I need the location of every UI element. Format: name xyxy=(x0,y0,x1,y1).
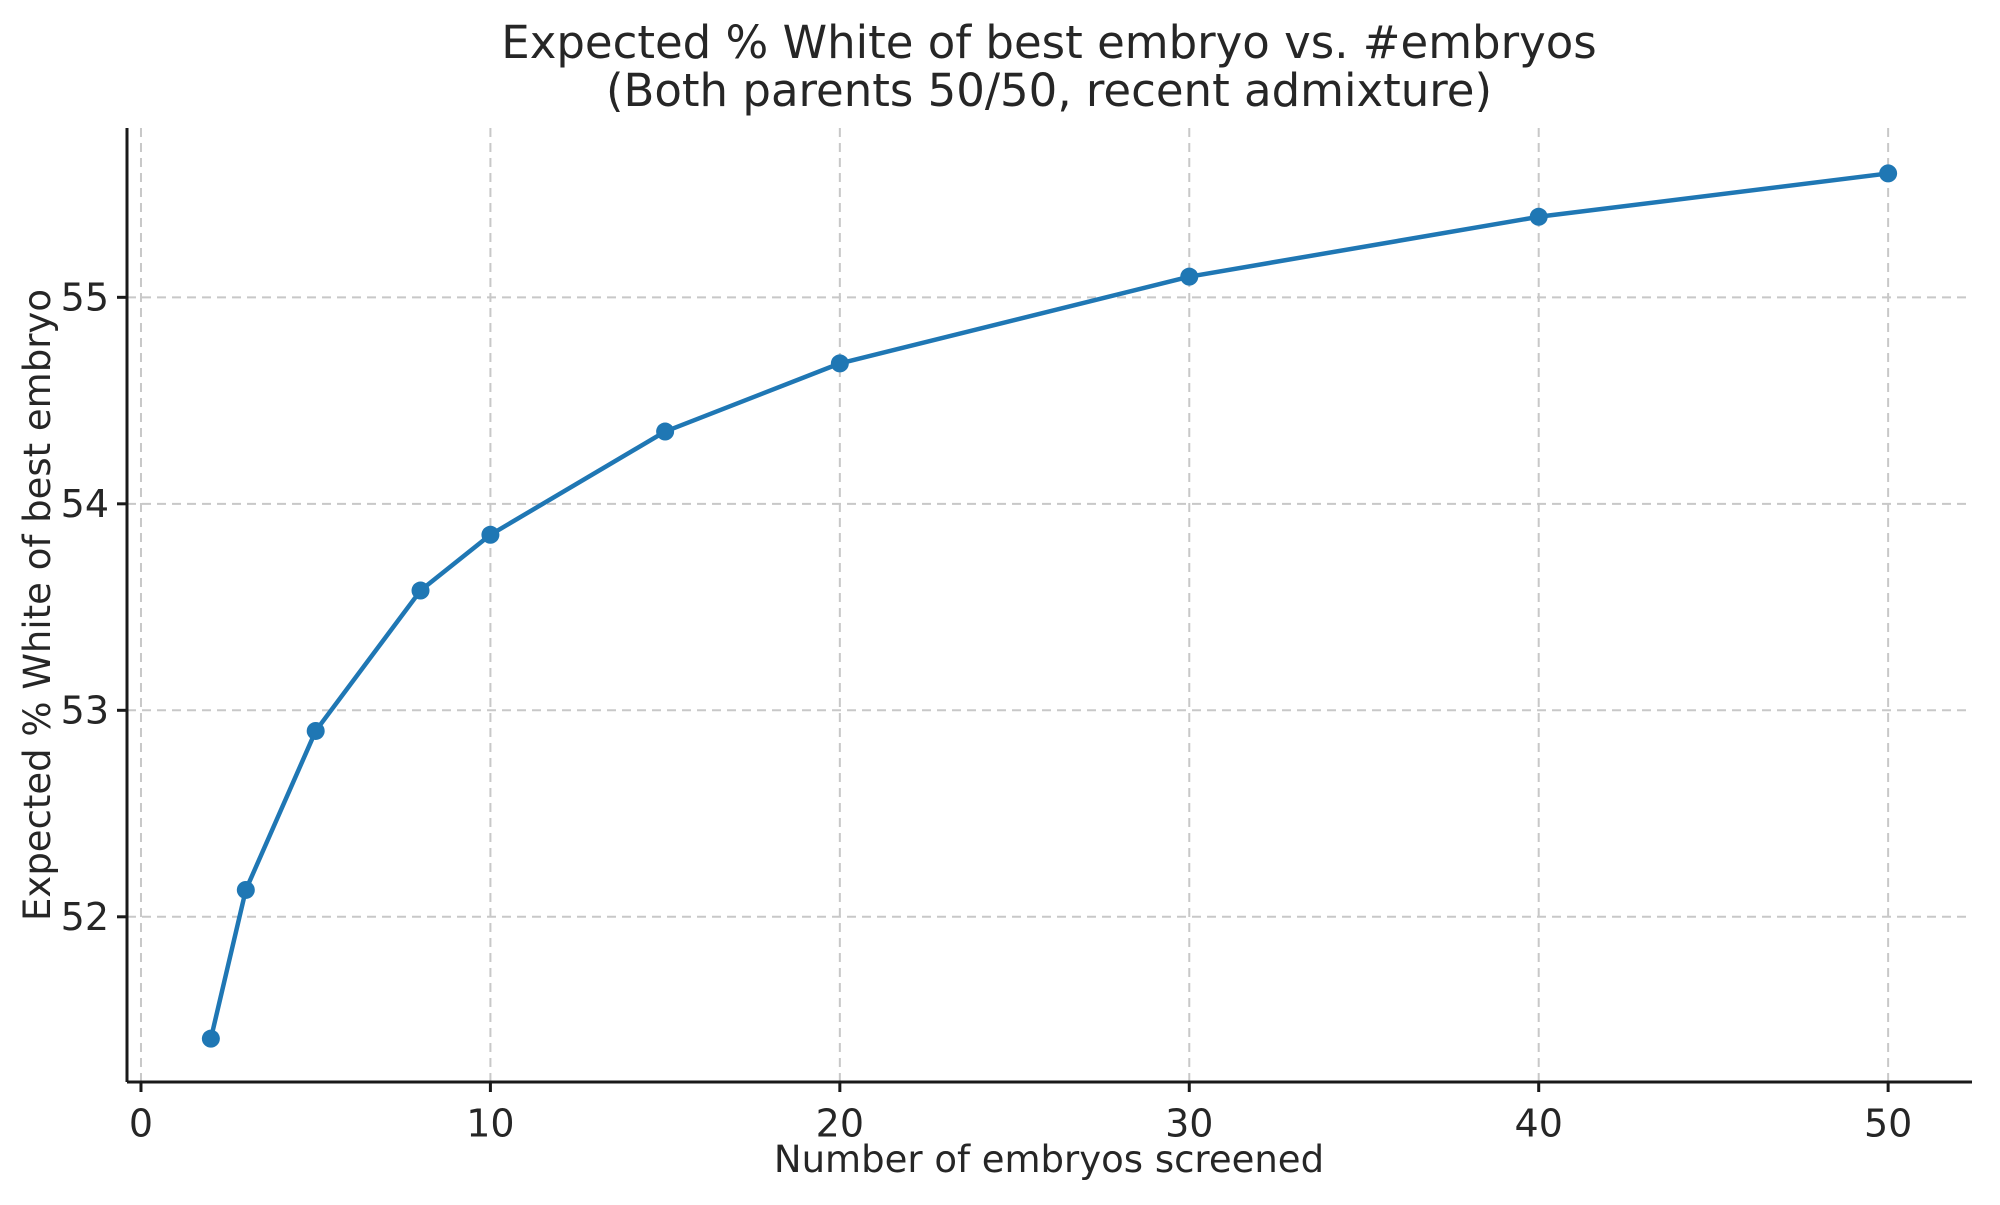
gridlines xyxy=(127,128,1972,1082)
axes-spines xyxy=(125,128,1972,1084)
chart-subtitle: (Both parents 50/50, recent admixture) xyxy=(606,64,1492,117)
x-tick-labels: 0 10 20 30 40 50 xyxy=(129,1101,1912,1145)
data-point xyxy=(1529,207,1548,226)
data-series xyxy=(201,164,1898,1048)
data-point xyxy=(481,525,500,544)
x-tick-label: 50 xyxy=(1864,1101,1912,1145)
data-point xyxy=(656,422,675,441)
data-point xyxy=(830,354,849,373)
data-point xyxy=(1879,164,1898,183)
y-tick-label: 55 xyxy=(61,276,109,320)
x-tick-label: 0 xyxy=(129,1101,153,1145)
y-tick-label: 53 xyxy=(61,689,109,733)
axis-ticks xyxy=(117,295,1890,1092)
x-tick-label: 30 xyxy=(1165,1101,1213,1145)
y-axis-label: Expected % White of best embryo xyxy=(16,289,59,921)
y-tick-labels: 52 53 54 55 xyxy=(61,276,109,939)
x-tick-label: 20 xyxy=(816,1101,864,1145)
data-point xyxy=(411,581,430,600)
x-tick-label: 10 xyxy=(466,1101,514,1145)
x-axis-label: Number of embryos screened xyxy=(774,1138,1324,1181)
y-tick-label: 54 xyxy=(61,482,109,526)
chart-title: Expected % White of best embryo vs. #emb… xyxy=(501,16,1596,69)
x-tick-label: 40 xyxy=(1515,1101,1563,1145)
data-point xyxy=(1180,267,1199,286)
data-point xyxy=(236,880,255,899)
y-tick-label: 52 xyxy=(61,895,109,939)
data-point xyxy=(201,1029,220,1048)
data-point xyxy=(306,721,325,740)
data-line xyxy=(208,171,1891,1041)
